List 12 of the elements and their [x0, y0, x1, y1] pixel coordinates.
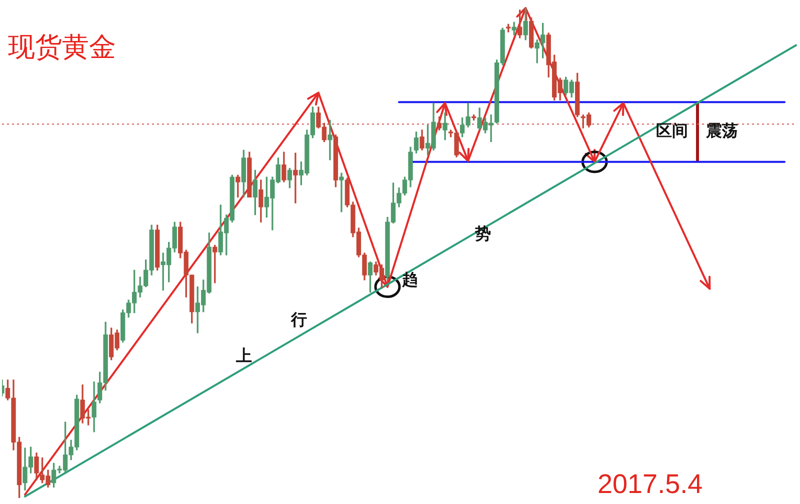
annotation: 2017.5.4	[598, 468, 703, 500]
text: 现货黄金	[8, 31, 116, 65]
candlestick	[512, 22, 516, 36]
annotation: 震荡	[706, 120, 738, 142]
candlestick	[328, 120, 332, 160]
annotation: 趋	[402, 270, 418, 290]
annotation: 上	[236, 346, 252, 366]
annotation: 行	[291, 310, 307, 330]
annotation: 区间	[656, 120, 688, 142]
candlestick	[293, 152, 298, 204]
candlestick	[339, 172, 344, 212]
annotation: 势	[475, 224, 491, 244]
